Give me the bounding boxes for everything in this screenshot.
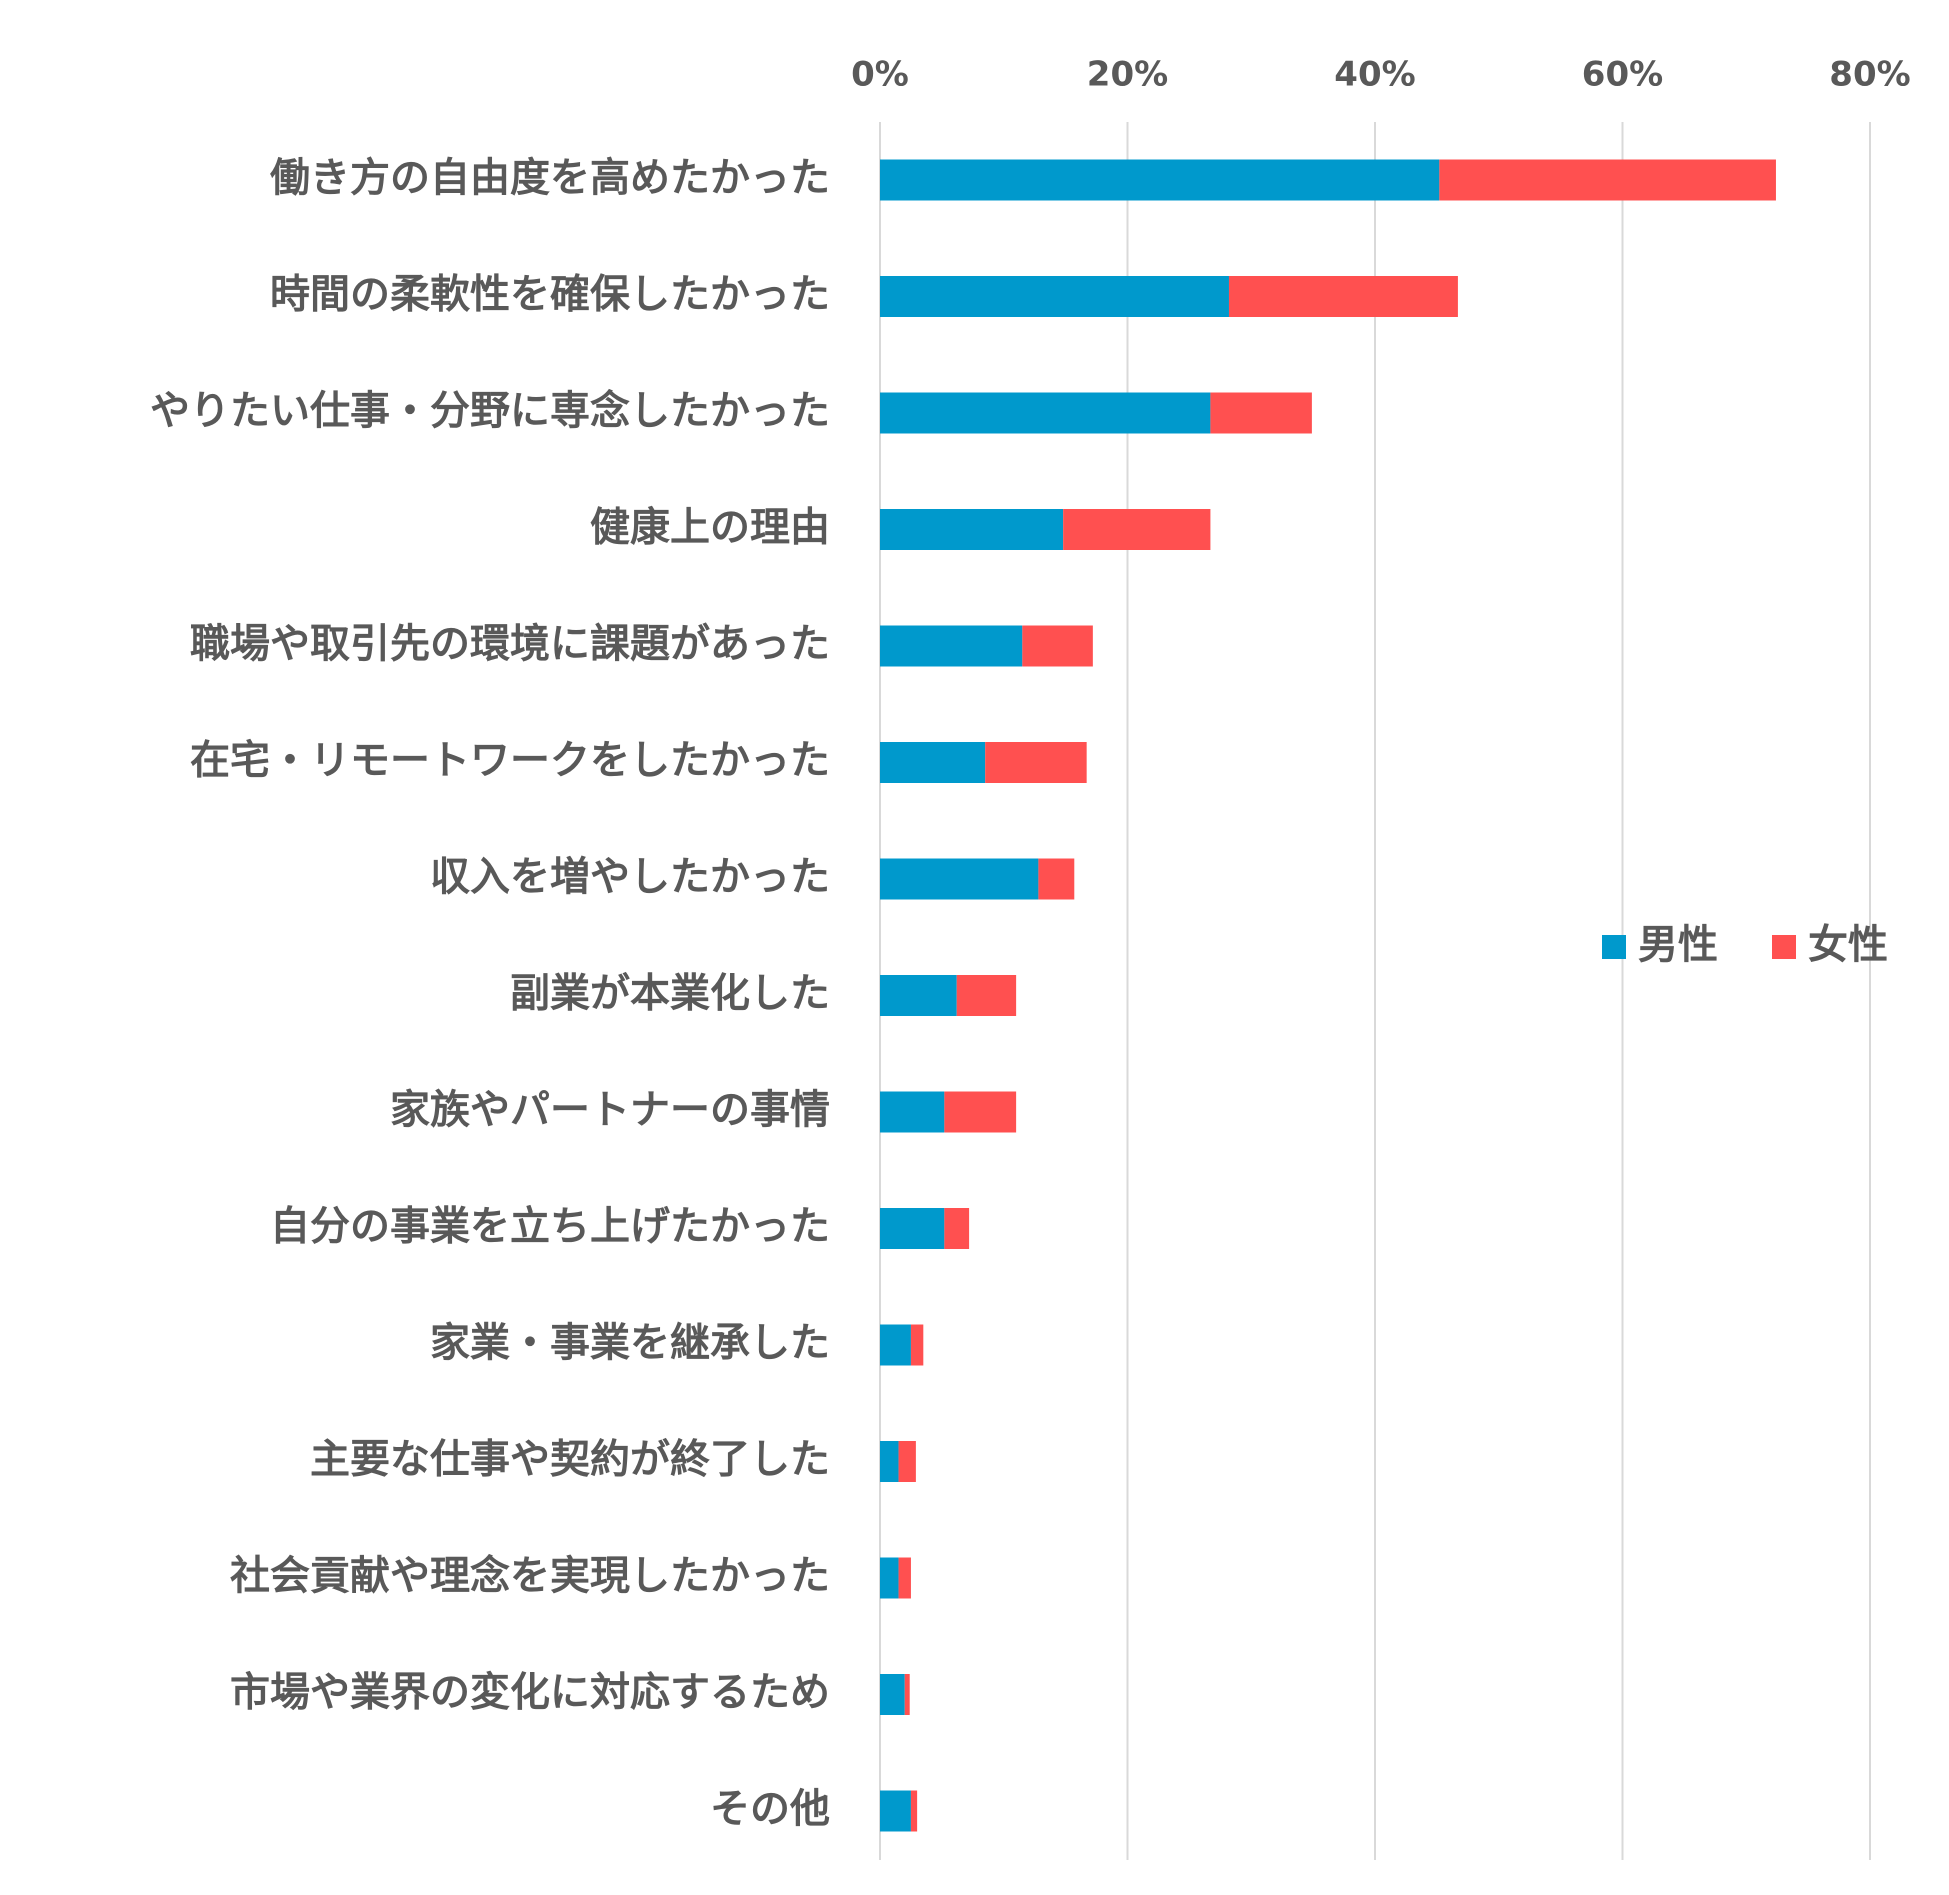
bar-segment-series-1 [880, 509, 1064, 550]
bar-segment-series-2 [910, 1324, 924, 1366]
bar-segment-series-1 [880, 276, 1229, 317]
x-tick-label: 0% [851, 55, 909, 95]
bar-segment-series-1 [880, 1790, 911, 1832]
legend-swatch [1602, 935, 1626, 959]
category-label: 主要な仕事や契約が終了した [310, 1437, 830, 1483]
bar-segment-series-1 [880, 1441, 899, 1482]
bars [880, 159, 1776, 1832]
bar-segment-series-1 [880, 858, 1039, 900]
legend-label: 女性 [1808, 922, 1888, 968]
bar-segment-series-2 [956, 975, 1017, 1016]
x-tick-label: 80% [1829, 55, 1910, 95]
category-label: 家族やパートナーの事情 [390, 1087, 830, 1133]
bar-segment-series-1 [880, 1674, 905, 1715]
bar-segment-series-2 [910, 1790, 918, 1832]
bar-segment-series-2 [1210, 392, 1312, 434]
bar-segment-series-1 [880, 742, 986, 783]
bar-segment-series-1 [880, 392, 1211, 434]
category-label: 市場や業界の変化に対応するため [230, 1670, 830, 1716]
category-label: 働き方の自由度を高めたかった [270, 155, 830, 201]
category-label: 収入を増やしたかった [430, 854, 830, 900]
category-label: 社会貢献や理念を実現したかった [230, 1553, 830, 1599]
bar-segment-series-1 [880, 1091, 945, 1133]
bar-segment-series-2 [1063, 509, 1211, 550]
category-labels: 働き方の自由度を高めたかった時間の柔軟性を確保したかったやりたい仕事・分野に専念… [150, 155, 830, 1832]
bar-segment-series-1 [880, 159, 1440, 201]
category-label: 在宅・リモートワークをしたかった [190, 738, 830, 784]
bar-segment-series-1 [880, 1557, 899, 1599]
bar-segment-series-2 [1038, 858, 1075, 900]
category-label: 時間の柔軟性を確保したかった [270, 272, 830, 318]
bar-segment-series-2 [898, 1557, 911, 1599]
legend: 男性 女性 [1602, 922, 1888, 968]
category-label: 健康上の理由 [590, 505, 830, 551]
x-tick-label: 40% [1334, 55, 1415, 95]
bar-segment-series-2 [1022, 625, 1093, 667]
bar-segment-series-1 [880, 975, 957, 1016]
x-tick-label: 60% [1582, 55, 1663, 95]
bar-segment-series-2 [1228, 276, 1458, 317]
x-tick-labels: 0% 20% 40% 60% 80% [851, 55, 1911, 95]
bar-segment-series-1 [880, 1208, 945, 1249]
category-label: 自分の事業を立ち上げたかった [270, 1204, 830, 1250]
category-label: その他 [710, 1786, 830, 1832]
bar-segment-series-2 [944, 1091, 1017, 1133]
category-label: 家業・事業を継承した [430, 1320, 830, 1366]
category-label: 職場や取引先の環境に課題があった [190, 621, 830, 667]
bar-segment-series-2 [904, 1674, 910, 1715]
bar-segment-series-1 [880, 625, 1023, 667]
bar-segment-series-2 [985, 742, 1087, 783]
bar-segment-series-2 [898, 1441, 916, 1482]
category-label: やりたい仕事・分野に専念したかった [150, 388, 830, 434]
x-tick-label: 20% [1087, 55, 1168, 95]
bar-segment-series-2 [1439, 159, 1776, 201]
category-label: 副業が本業化した [510, 971, 830, 1017]
gridlines [879, 122, 1871, 1860]
bar-segment-series-2 [944, 1208, 970, 1249]
bar-segment-series-1 [880, 1324, 911, 1366]
legend-swatch [1772, 935, 1796, 959]
legend-label: 男性 [1638, 922, 1718, 968]
